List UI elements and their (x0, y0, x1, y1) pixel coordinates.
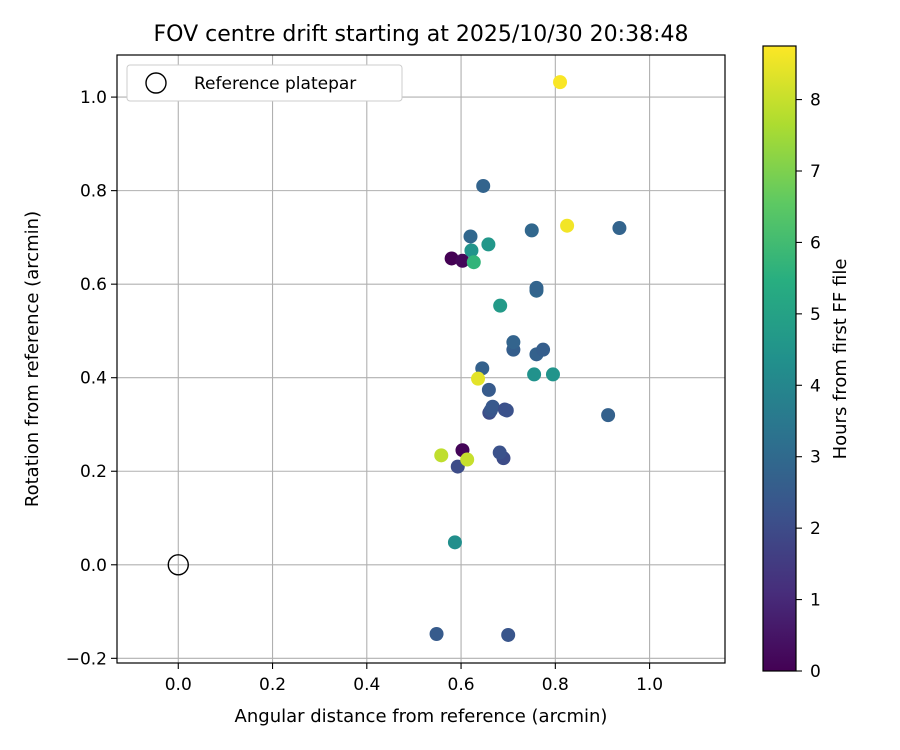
data-point (612, 221, 627, 236)
data-point (529, 280, 544, 295)
y-axis-label: Rotation from reference (arcmin) (22, 211, 43, 507)
x-tick-label: 1.0 (636, 675, 663, 695)
colorbar-tick-label: 3 (810, 448, 821, 468)
data-point (429, 627, 444, 642)
x-axis-ticks: 0.0 0.2 0.4 0.6 0.8 1.0 (165, 663, 663, 695)
data-point (481, 382, 496, 397)
x-tick-label: 0.6 (448, 675, 475, 695)
data-point (536, 342, 551, 357)
data-point (545, 367, 560, 382)
colorbar-tick-label: 4 (810, 376, 821, 396)
data-point (463, 229, 478, 244)
x-axis-label: Angular distance from reference (arcmin) (235, 706, 608, 727)
colorbar-tick-label: 8 (810, 91, 821, 111)
data-point (492, 445, 507, 460)
y-tick-label: 0.8 (80, 182, 107, 202)
legend-label: Reference platepar (194, 74, 356, 94)
data-point (464, 243, 479, 258)
plot-area-background (117, 55, 725, 663)
data-point (447, 535, 462, 550)
colorbar-label: Hours from first FF file (830, 259, 851, 460)
data-point (444, 251, 459, 266)
data-point (471, 371, 486, 386)
legend-box (126, 64, 403, 102)
y-tick-label: 0.0 (80, 556, 107, 576)
data-point (493, 298, 508, 313)
y-tick-label: 0.2 (80, 462, 107, 482)
x-tick-label: 0.2 (259, 675, 286, 695)
data-point (485, 399, 500, 414)
x-tick-label: 0.4 (353, 675, 380, 695)
colorbar-tick-label: 2 (810, 519, 821, 539)
data-point (560, 218, 575, 233)
data-point (460, 452, 475, 467)
colorbar-tick-label: 7 (810, 162, 821, 182)
colorbar-gradient (763, 46, 796, 671)
x-tick-label: 0.8 (542, 675, 569, 695)
x-tick-label: 0.0 (165, 675, 192, 695)
colorbar-tick-label: 6 (810, 233, 821, 253)
y-tick-label: 0.6 (80, 275, 107, 295)
data-point (476, 178, 491, 193)
data-point (455, 253, 470, 268)
data-point (434, 448, 449, 463)
data-point (501, 627, 516, 642)
data-point (481, 237, 496, 252)
data-point (553, 75, 568, 90)
data-point (506, 335, 521, 350)
colorbar-ticks: 0 1 2 3 4 5 6 7 8 (796, 91, 821, 682)
y-tick-label: 0.4 (80, 369, 107, 389)
data-point (466, 255, 481, 270)
colorbar-tick-label: 5 (810, 305, 821, 325)
data-point (499, 403, 514, 418)
grid-lines (117, 55, 725, 663)
legend-marker (145, 72, 167, 94)
plot-frame (116, 54, 726, 664)
colorbar-tick-label: 1 (810, 591, 821, 611)
colorbar-frame (762, 45, 797, 672)
data-point (527, 367, 542, 382)
chart-title: FOV centre drift starting at 2025/10/30 … (154, 22, 689, 47)
data-point (524, 223, 539, 238)
y-axis-ticks: −0.2 0.0 0.2 0.4 0.6 0.8 1.0 (66, 88, 117, 669)
colorbar: 0 1 2 3 4 5 6 7 8 Hours from first FF file (762, 45, 851, 682)
y-tick-label: 1.0 (80, 88, 107, 108)
reference-platepar-marker (167, 554, 189, 576)
colorbar-tick-label: 0 (810, 662, 821, 682)
data-point (601, 408, 616, 423)
legend: Reference platepar (126, 64, 403, 102)
data-points (429, 75, 627, 642)
y-tick-label: −0.2 (66, 649, 107, 669)
